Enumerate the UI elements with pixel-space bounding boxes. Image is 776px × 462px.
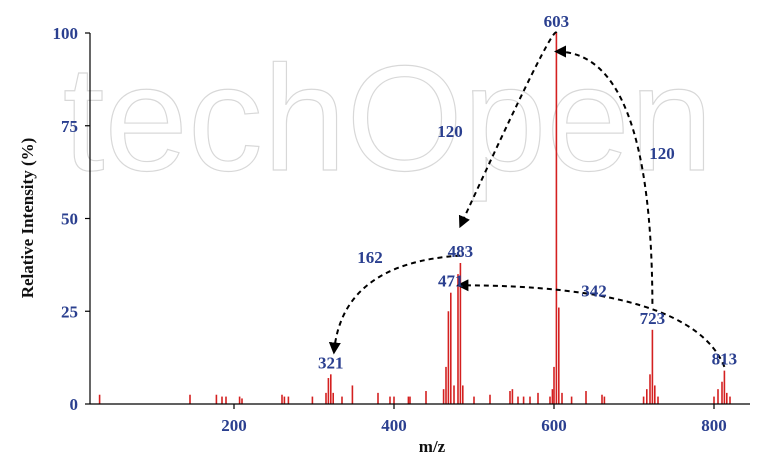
y-tick-label: 100 <box>53 24 79 43</box>
x-tick-label: 600 <box>541 416 567 435</box>
watermark-text: techOpen <box>63 34 713 202</box>
y-tick-label: 75 <box>61 117 78 136</box>
peak-label: 483 <box>448 242 474 261</box>
fragmentation-arrows <box>328 31 726 368</box>
neutral-loss-label: 120 <box>437 122 463 141</box>
x-tick-label: 800 <box>701 416 727 435</box>
watermark-layer: techOpen <box>62 33 714 202</box>
peak-bars <box>98 33 731 404</box>
peak-label: 603 <box>544 12 570 31</box>
x-tick-label: 400 <box>381 416 407 435</box>
y-tick-label: 50 <box>61 210 78 229</box>
neutral-loss-label: 342 <box>581 281 607 300</box>
fragmentation-arrow <box>456 279 726 368</box>
x-axis-title: m/z <box>419 437 446 456</box>
labels: 603 483 471 321 723 813 120 120 162 342 <box>318 12 737 372</box>
peak-label: 321 <box>318 353 344 372</box>
fragmentation-arrow <box>458 31 558 229</box>
y-tick-label: 25 <box>61 302 78 321</box>
peak-label: 471 <box>438 272 464 291</box>
peak-label: 813 <box>712 350 738 369</box>
fragmentation-arrow <box>328 254 461 355</box>
y-axis-title: Relative Intensity (%) <box>18 138 37 299</box>
neutral-loss-label: 120 <box>649 144 675 163</box>
axes: 0 25 50 75 100 200 400 600 800 <box>53 24 750 435</box>
neutral-loss-label: 162 <box>357 248 383 267</box>
y-tick-label: 0 <box>70 395 79 414</box>
x-tick-label: 200 <box>221 416 247 435</box>
peak-label: 723 <box>640 309 666 328</box>
fragmentation-arrow <box>554 45 654 304</box>
